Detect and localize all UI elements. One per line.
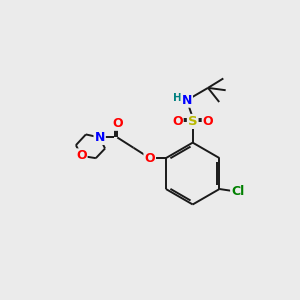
Text: O: O [112,117,123,130]
Text: H: H [173,94,182,103]
Text: O: O [76,149,87,162]
Text: N: N [94,131,105,144]
Text: O: O [172,115,183,128]
Text: Cl: Cl [231,185,244,199]
Text: N: N [182,94,192,107]
Text: S: S [188,115,197,128]
Text: O: O [203,115,213,128]
Text: O: O [144,152,155,165]
